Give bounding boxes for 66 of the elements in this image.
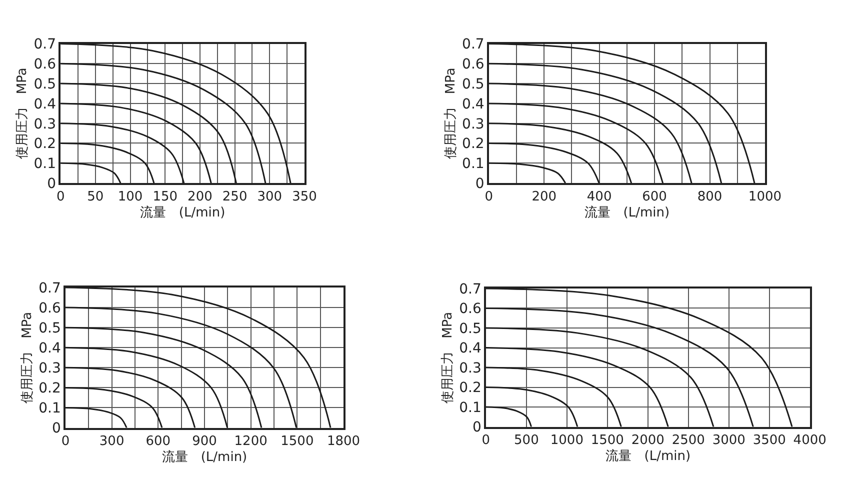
y-tick-label: 0.6 (34, 56, 56, 73)
y-tick-label: 0.3 (34, 116, 56, 132)
x-tick-label: 800 (697, 189, 722, 204)
x-tick-label: 600 (642, 189, 667, 204)
y-tick-label: 0.4 (34, 96, 56, 112)
y-axis-title: 使用圧力 MPa (15, 68, 30, 160)
x-tick-label: 2000 (631, 433, 664, 448)
y-tick-label: 0.6 (38, 300, 62, 316)
x-tick-label: 2500 (672, 433, 705, 448)
y-tick-label: 0.6 (462, 56, 484, 73)
x-tick-label: 1500 (280, 434, 314, 450)
y-tick-label: 0.4 (38, 340, 62, 357)
x-tick-label: 600 (146, 434, 171, 450)
x-tick-label: 150 (152, 189, 178, 204)
x-tick-label: 4000 (793, 433, 826, 448)
y-tick-label: 0.1 (462, 156, 484, 172)
y-tick-label: 0.7 (38, 280, 61, 296)
x-tick-label: 300 (99, 434, 124, 450)
y-tick-label: 0.1 (34, 156, 56, 172)
y-tick-label: 0.1 (38, 400, 61, 417)
x-tick-label: 350 (292, 189, 317, 204)
y-tick-label: 0.2 (38, 380, 61, 397)
y-tick-label: 0 (472, 420, 482, 436)
y-tick-label: 0 (475, 176, 484, 192)
y-tick-label: 0.2 (462, 136, 484, 152)
y-tick-label: 0.6 (459, 301, 482, 318)
y-tick-label: 0.5 (34, 76, 56, 92)
y-axis-title: 使用圧力 MPa (444, 68, 459, 160)
y-tick-label: 0.3 (462, 116, 484, 132)
x-tick-label: 1000 (550, 433, 584, 448)
y-tick-label: 0.5 (38, 320, 61, 336)
x-axis-title: 流量 (L/min) (140, 204, 226, 220)
x-tick-label: 1800 (326, 434, 360, 450)
x-tick-label: 100 (118, 189, 143, 204)
y-axis-title: 使用圧力 MPa (440, 312, 456, 404)
y-tick-label: 0 (47, 176, 56, 192)
y-axis-title: 使用圧力 MPa (20, 312, 36, 404)
x-tick-label: 250 (222, 189, 248, 204)
y-tick-label: 0.3 (459, 360, 482, 376)
y-tick-label: 0.5 (459, 320, 482, 337)
y-tick-label: 0.1 (459, 400, 482, 416)
x-tick-label: 3000 (712, 433, 746, 448)
y-tick-label: 0.4 (462, 96, 484, 112)
x-axis-title: 流量 (L/min) (605, 448, 691, 464)
y-tick-label: 0.7 (459, 281, 482, 298)
x-axis-title: 流量 (L/min) (162, 449, 248, 466)
y-tick-label: 0.2 (459, 380, 482, 396)
y-tick-label: 0.2 (34, 136, 56, 152)
x-tick-label: 3500 (752, 433, 786, 448)
y-tick-label: 0.4 (459, 340, 482, 357)
x-tick-label: 1500 (590, 433, 624, 448)
x-tick-label: 1000 (748, 189, 782, 204)
x-tick-label: 300 (257, 189, 282, 204)
y-tick-label: 0.3 (38, 360, 61, 377)
x-tick-label: 200 (188, 189, 212, 204)
x-tick-label: 50 (87, 189, 104, 204)
y-tick-label: 0 (52, 420, 61, 437)
x-tick-label: 400 (586, 189, 612, 204)
x-tick-label: 500 (514, 433, 539, 448)
y-tick-label: 0.7 (34, 36, 56, 53)
x-tick-label: 1200 (234, 434, 268, 450)
x-tick-label: 900 (192, 434, 217, 450)
x-tick-label: 200 (532, 189, 557, 204)
y-tick-label: 0.7 (462, 36, 484, 53)
y-tick-label: 0.5 (462, 76, 484, 92)
x-axis-title: 流量 (L/min) (584, 204, 670, 220)
